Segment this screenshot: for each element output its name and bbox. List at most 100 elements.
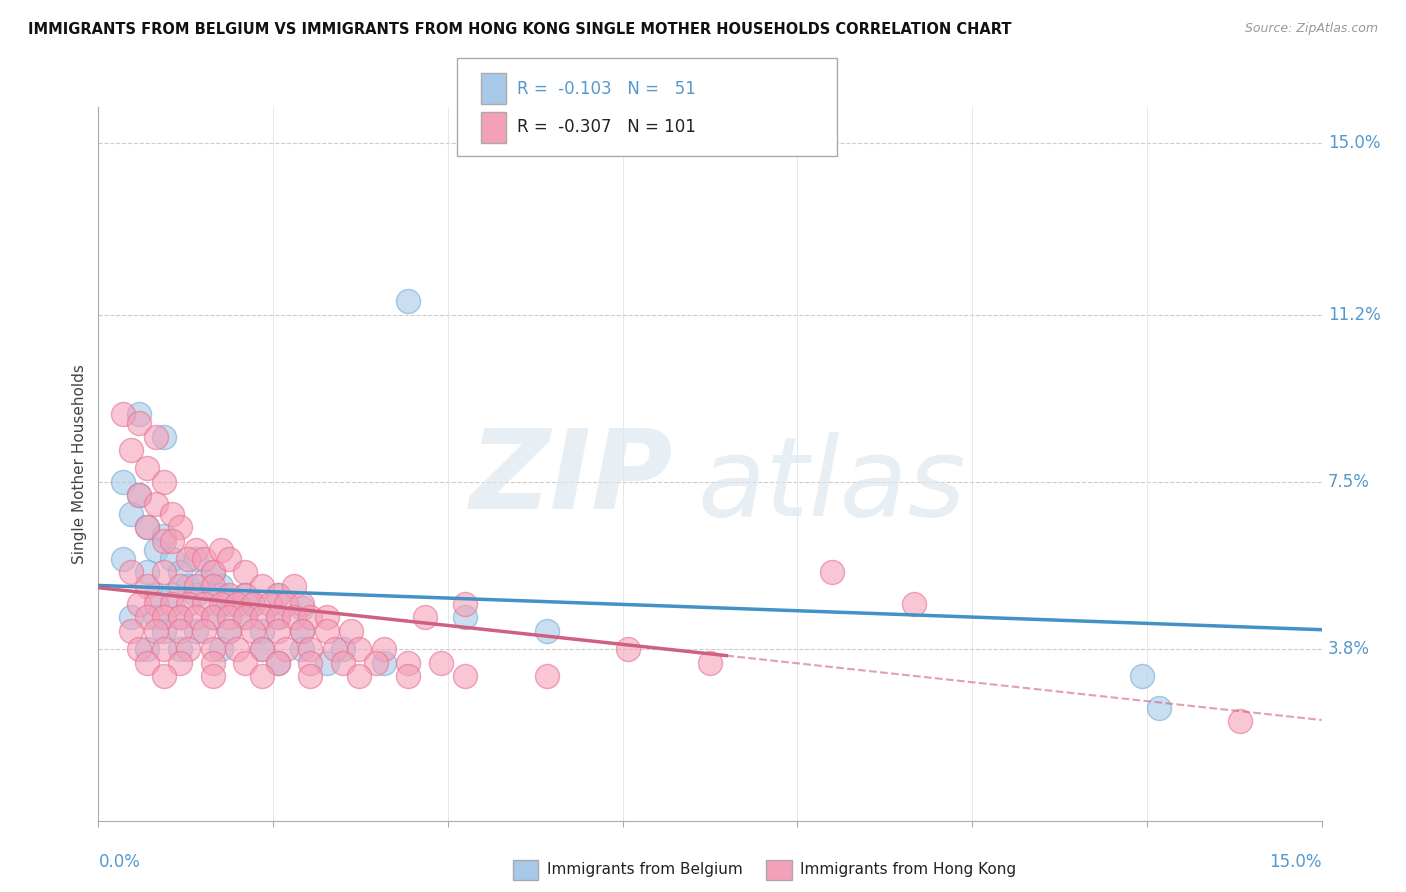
Point xyxy=(1130,669,1153,683)
Point xyxy=(396,656,419,670)
Point xyxy=(152,475,174,489)
Point xyxy=(340,624,363,638)
Point xyxy=(120,566,142,580)
Point xyxy=(315,610,337,624)
Point xyxy=(193,574,215,589)
Point xyxy=(373,642,395,657)
Point xyxy=(233,656,256,670)
Point xyxy=(201,579,224,593)
Point xyxy=(250,610,273,624)
Point xyxy=(169,566,191,580)
Point xyxy=(128,597,150,611)
Point xyxy=(145,610,167,624)
Point xyxy=(120,610,142,624)
Point xyxy=(903,597,925,611)
Point xyxy=(291,642,314,657)
Point xyxy=(169,579,191,593)
Point xyxy=(136,610,159,624)
Point xyxy=(177,642,200,657)
Point xyxy=(226,642,249,657)
Point xyxy=(201,642,224,657)
Point xyxy=(120,443,142,458)
Point xyxy=(152,642,174,657)
Point xyxy=(267,588,290,602)
Point xyxy=(218,624,240,638)
Point xyxy=(233,610,256,624)
Point xyxy=(120,507,142,521)
Point xyxy=(250,669,273,683)
Point xyxy=(209,642,232,657)
Point xyxy=(536,669,558,683)
Point xyxy=(1229,714,1251,729)
Point xyxy=(201,669,224,683)
Point xyxy=(267,656,290,670)
Point xyxy=(186,610,208,624)
Point xyxy=(128,488,150,502)
Point xyxy=(299,610,322,624)
Point xyxy=(152,533,174,548)
Point xyxy=(201,566,224,580)
Point xyxy=(145,430,167,444)
Point xyxy=(218,597,240,611)
Point xyxy=(267,610,290,624)
Point xyxy=(186,551,208,566)
Point xyxy=(186,624,208,638)
Point xyxy=(218,610,240,624)
Point xyxy=(233,566,256,580)
Point xyxy=(364,656,387,670)
Point xyxy=(267,610,290,624)
Text: Immigrants from Hong Kong: Immigrants from Hong Kong xyxy=(800,863,1017,877)
Point xyxy=(111,407,134,421)
Point xyxy=(136,520,159,534)
Point xyxy=(128,488,150,502)
Point xyxy=(120,624,142,638)
Point xyxy=(136,461,159,475)
Text: 3.8%: 3.8% xyxy=(1327,640,1369,658)
Point xyxy=(201,566,224,580)
Point xyxy=(169,520,191,534)
Point xyxy=(291,624,314,638)
Point xyxy=(169,656,191,670)
Point xyxy=(250,624,273,638)
Point xyxy=(315,624,337,638)
Point xyxy=(152,529,174,543)
Point xyxy=(536,624,558,638)
Point xyxy=(201,610,224,624)
Point xyxy=(145,498,167,512)
Point xyxy=(177,579,200,593)
Point xyxy=(267,656,290,670)
Text: atlas: atlas xyxy=(697,432,966,539)
Point xyxy=(373,656,395,670)
Point xyxy=(283,579,305,593)
Point xyxy=(136,642,159,657)
Point xyxy=(250,579,273,593)
Point xyxy=(396,294,419,309)
Point xyxy=(259,597,281,611)
Point xyxy=(242,624,264,638)
Point xyxy=(169,624,191,638)
Point xyxy=(267,624,290,638)
Point xyxy=(283,610,305,624)
Point xyxy=(152,566,174,580)
Point xyxy=(160,597,183,611)
Point xyxy=(332,642,354,657)
Point xyxy=(201,656,224,670)
Point xyxy=(315,656,337,670)
Point xyxy=(160,507,183,521)
Point xyxy=(430,656,453,670)
Point xyxy=(454,669,477,683)
Point xyxy=(242,597,264,611)
Point xyxy=(136,656,159,670)
Text: Immigrants from Belgium: Immigrants from Belgium xyxy=(547,863,742,877)
Point xyxy=(291,601,314,615)
Point xyxy=(152,669,174,683)
Point xyxy=(186,542,208,557)
Point xyxy=(242,597,264,611)
Text: 7.5%: 7.5% xyxy=(1327,473,1369,491)
Point xyxy=(160,588,183,602)
Text: R =  -0.307   N = 101: R = -0.307 N = 101 xyxy=(517,118,696,136)
Point xyxy=(332,656,354,670)
Text: R =  -0.103   N =   51: R = -0.103 N = 51 xyxy=(517,79,696,98)
Point xyxy=(209,579,232,593)
Text: IMMIGRANTS FROM BELGIUM VS IMMIGRANTS FROM HONG KONG SINGLE MOTHER HOUSEHOLDS CO: IMMIGRANTS FROM BELGIUM VS IMMIGRANTS FR… xyxy=(28,22,1012,37)
